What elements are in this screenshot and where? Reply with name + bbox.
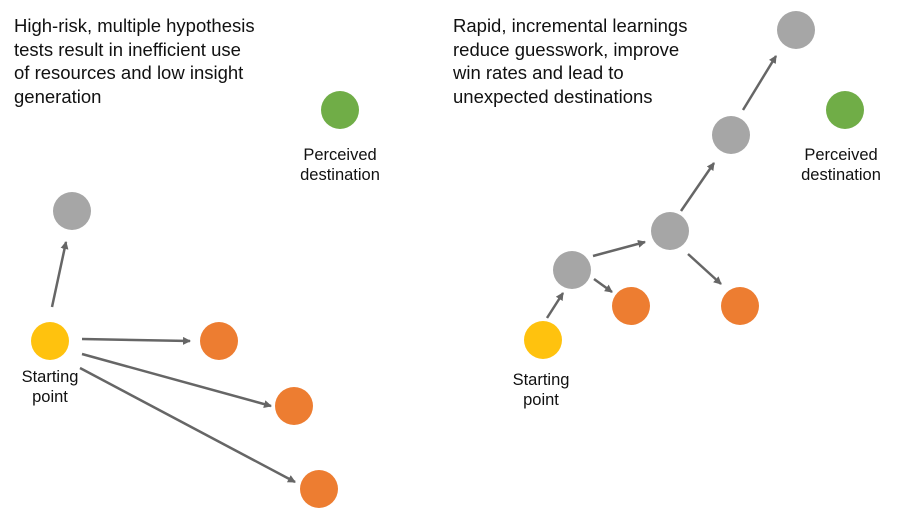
- left-orange-node-1: [200, 322, 238, 360]
- left-destination-node: [321, 91, 359, 129]
- right-arrow-start-to-gray1: [545, 292, 565, 319]
- right-arrow-gray2-to-gray3: [679, 162, 716, 212]
- right-gray-node-2: [651, 212, 689, 250]
- left-orange-node-2: [275, 387, 313, 425]
- right-orange-node-1: [612, 287, 650, 325]
- right-gray-node-3: [712, 116, 750, 154]
- right-caption: Rapid, incremental learnings reduce gues…: [453, 15, 688, 107]
- right-orange-node-2: [721, 287, 759, 325]
- right-destination-node: [826, 91, 864, 129]
- left-start-label: Starting point: [21, 368, 79, 406]
- right-gray-node-4: [777, 11, 815, 49]
- right-arrow-gray1-to-gray2: [592, 239, 646, 258]
- left-destination-label: Perceived destination: [300, 146, 380, 184]
- right-arrow-gray1-to-orange1: [593, 277, 613, 294]
- left-arrow-to-orange-3: [79, 366, 296, 484]
- left-arrow-to-gray: [50, 241, 69, 308]
- left-caption: High-risk, multiple hypothesis tests res…: [14, 15, 255, 107]
- right-start-label: Starting point: [512, 371, 570, 409]
- right-arrow-gray3-to-gray4: [741, 55, 778, 111]
- left-arrow-to-orange-1: [81, 336, 191, 345]
- right-destination-label: Perceived destination: [801, 146, 881, 184]
- left-arrow-to-orange-2: [81, 352, 272, 408]
- right-gray-node-1: [553, 251, 591, 289]
- right-arrow-gray2-to-orange2: [687, 253, 722, 285]
- left-gray-node: [53, 192, 91, 230]
- left-start-node: [31, 322, 69, 360]
- left-orange-node-3: [300, 470, 338, 508]
- right-start-node: [524, 321, 562, 359]
